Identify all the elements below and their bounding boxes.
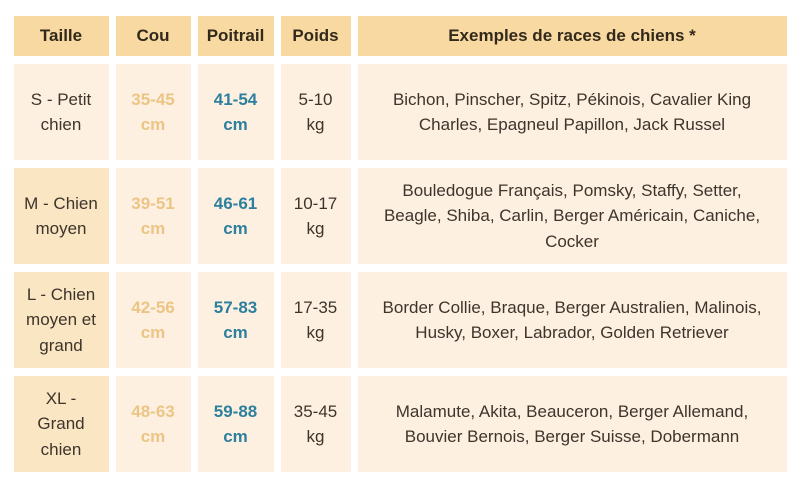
cell-races-m: Bouledogue Français, Pomsky, Staffy, Set… — [357, 168, 787, 264]
cell-taille-m: M - Chien moyen — [13, 168, 109, 264]
table-header-row: Taille Cou Poitrail Poids Exemples de ra… — [13, 16, 787, 56]
cell-taille-xl: XL - Grand chien — [13, 376, 109, 472]
cell-cou-xl: 48-63 cm — [115, 376, 191, 472]
cell-poitrail-xl: 59-88 cm — [197, 376, 274, 472]
cell-poids-s: 5-10 kg — [280, 64, 351, 160]
cell-cou-s: 35-45 cm — [115, 64, 191, 160]
cell-races-s: Bichon, Pinscher, Spitz, Pékinois, Caval… — [357, 64, 787, 160]
header-taille: Taille — [13, 16, 109, 56]
cell-races-xl: Malamute, Akita, Beauceron, Berger Allem… — [357, 376, 787, 472]
table-row-size-m: M - Chien moyen 39-51 cm 46-61 cm 10-17 … — [13, 168, 787, 264]
cell-poitrail-s: 41-54 cm — [197, 64, 274, 160]
table-row-size-s: S - Petit chien 35-45 cm 41-54 cm 5-10 k… — [13, 64, 787, 160]
cell-poitrail-l: 57-83 cm — [197, 272, 274, 368]
table-row-size-l: L - Chien moyen et grand 42-56 cm 57-83 … — [13, 272, 787, 368]
header-poitrail: Poitrail — [197, 16, 274, 56]
table-row-size-xl: XL - Grand chien 48-63 cm 59-88 cm 35-45… — [13, 376, 787, 472]
dog-size-table: Taille Cou Poitrail Poids Exemples de ra… — [7, 8, 794, 480]
cell-poitrail-m: 46-61 cm — [197, 168, 274, 264]
cell-poids-l: 17-35 kg — [280, 272, 351, 368]
cell-cou-l: 42-56 cm — [115, 272, 191, 368]
cell-cou-m: 39-51 cm — [115, 168, 191, 264]
cell-taille-l: L - Chien moyen et grand — [13, 272, 109, 368]
cell-taille-s: S - Petit chien — [13, 64, 109, 160]
header-poids: Poids — [280, 16, 351, 56]
header-races: Exemples de races de chiens * — [357, 16, 787, 56]
header-cou: Cou — [115, 16, 191, 56]
cell-races-l: Border Collie, Braque, Berger Australien… — [357, 272, 787, 368]
cell-poids-m: 10-17 kg — [280, 168, 351, 264]
cell-poids-xl: 35-45 kg — [280, 376, 351, 472]
